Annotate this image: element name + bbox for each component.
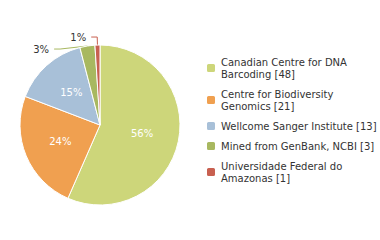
svg-text:Genomics [21]: Genomics [21] <box>221 101 294 112</box>
svg-text:15%: 15% <box>60 87 82 98</box>
svg-text:Mined from GenBank, NCBI [3]: Mined from GenBank, NCBI [3] <box>221 141 374 152</box>
svg-text:Centre for Biodiversity: Centre for Biodiversity <box>221 89 334 100</box>
svg-text:1%: 1% <box>70 32 86 43</box>
svg-text:24%: 24% <box>49 136 71 147</box>
svg-text:Canadian Centre for DNA: Canadian Centre for DNA <box>221 57 347 68</box>
svg-text:Wellcome Sanger Institute [13]: Wellcome Sanger Institute [13] <box>221 121 377 132</box>
svg-text:3%: 3% <box>33 44 49 55</box>
svg-text:56%: 56% <box>131 128 153 139</box>
svg-text:Barcoding [48]: Barcoding [48] <box>221 69 295 80</box>
svg-text:Amazonas [1]: Amazonas [1] <box>221 173 290 184</box>
svg-text:Universidade Federal do: Universidade Federal do <box>221 161 342 172</box>
